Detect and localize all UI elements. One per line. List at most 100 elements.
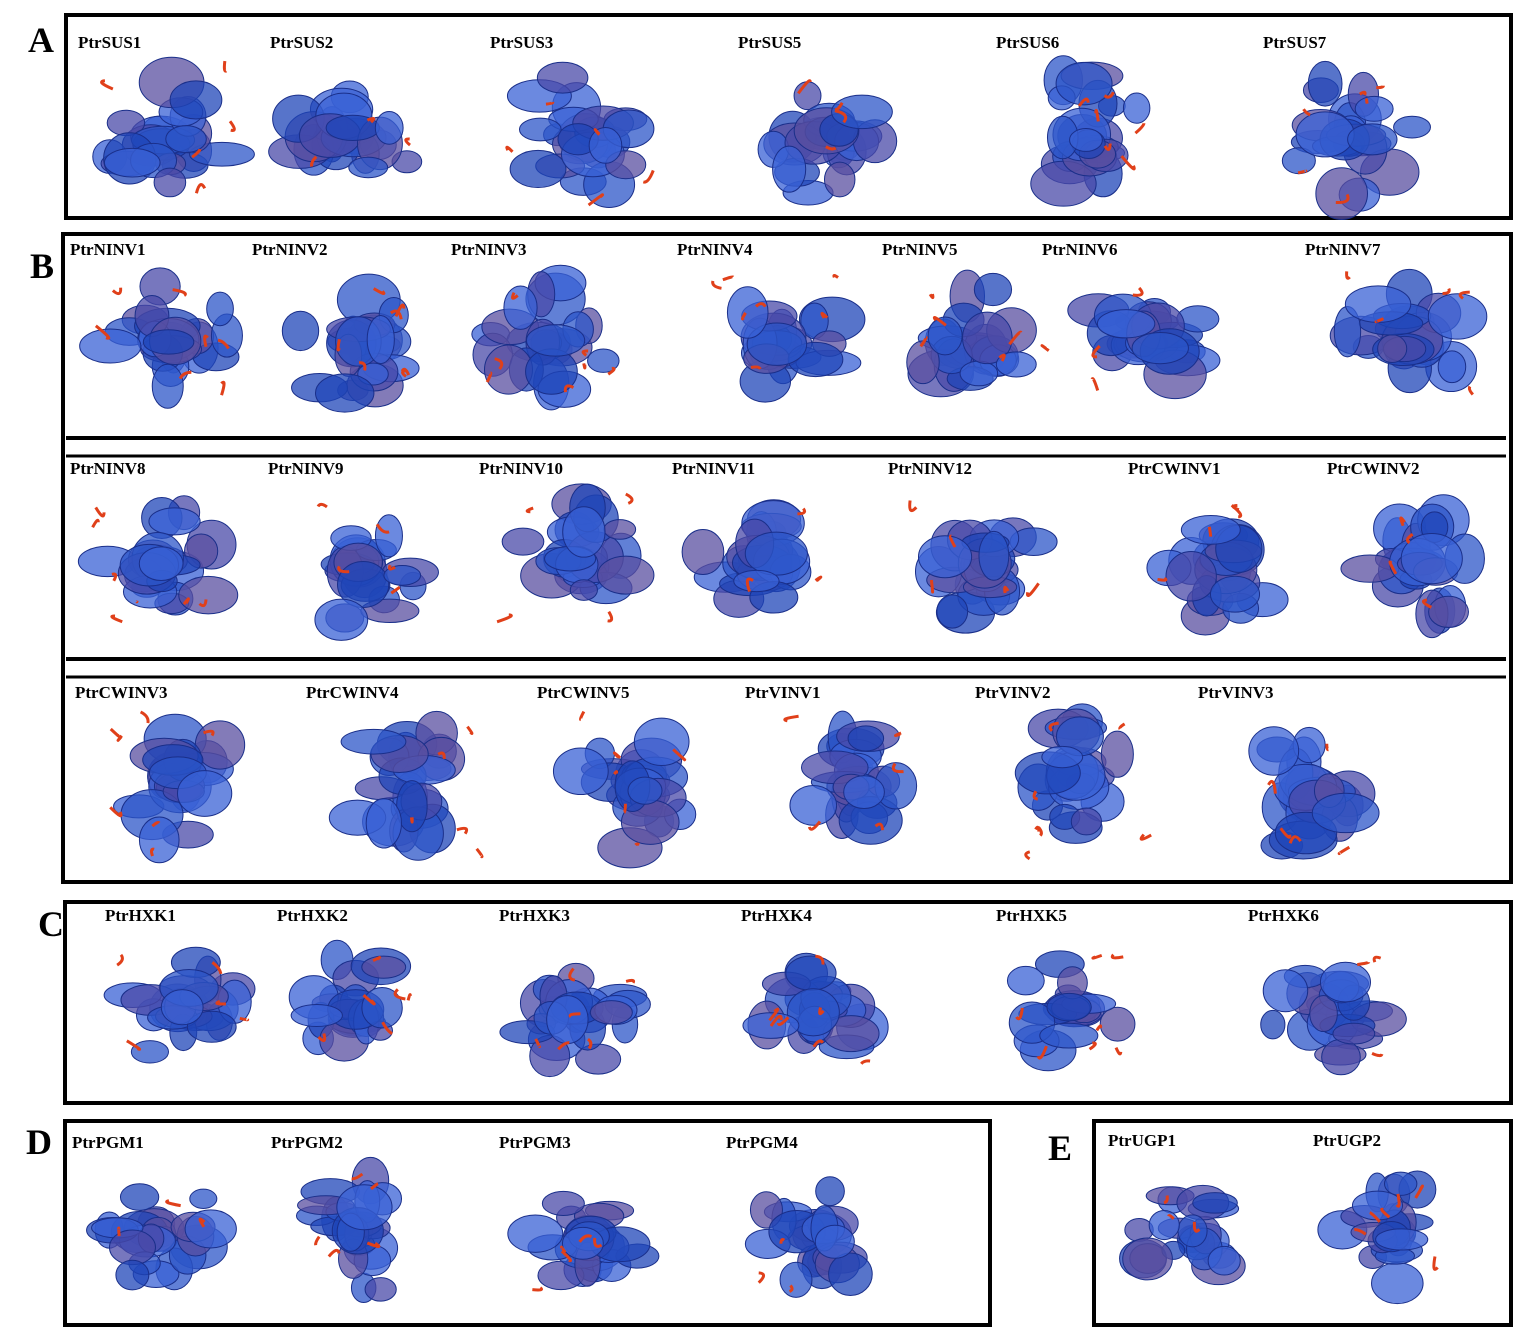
structure-part (733, 569, 780, 593)
structure-part (314, 373, 375, 413)
structure-label: PtrCWINV1 (1128, 459, 1221, 478)
structure-loop (1279, 827, 1292, 839)
structure-label: PtrNINV5 (882, 240, 958, 259)
structure-loop (387, 564, 396, 571)
structure-loop (722, 275, 735, 282)
structure-part (831, 94, 893, 130)
structure-part (1148, 1209, 1180, 1241)
structure-part (1165, 551, 1217, 602)
structure-loop (891, 762, 904, 774)
structure-label: PtrUGP2 (1313, 1131, 1381, 1150)
structure-loop (834, 109, 848, 124)
structure-loop (1077, 97, 1090, 107)
structure-part (1319, 961, 1371, 1003)
structure-loop (607, 366, 616, 376)
structure-part (1006, 965, 1045, 996)
structure-part (1070, 807, 1102, 836)
structure-part (785, 955, 837, 991)
structure-part (374, 111, 404, 145)
structure-part (142, 329, 195, 355)
structure-loop (1376, 85, 1385, 90)
structure-loop (928, 293, 935, 300)
structure-part (383, 565, 422, 586)
structure-part (153, 167, 187, 198)
structure-part (828, 1252, 873, 1297)
protein-structure (471, 264, 620, 411)
structure-loop (1008, 330, 1023, 346)
structure-loop (815, 954, 825, 965)
structure-loop (317, 1033, 327, 1043)
structure-loop (788, 1284, 794, 1293)
protein-structure (77, 495, 239, 624)
protein-structure (1030, 55, 1151, 207)
structure-part (1100, 730, 1134, 778)
protein-structure (86, 1183, 237, 1291)
structure-loop (832, 274, 839, 279)
structure-part (786, 988, 840, 1037)
structure-part (1437, 350, 1467, 384)
panel-frame (1092, 1119, 1513, 1327)
structure-label: PtrNINV6 (1042, 240, 1118, 259)
structure-part (160, 989, 204, 1026)
structure-loop (1032, 790, 1039, 801)
structure-part (169, 80, 223, 120)
structure-part (1375, 1228, 1429, 1251)
structure-label: PtrCWINV2 (1327, 459, 1420, 478)
structure-label: PtrNINV7 (1305, 240, 1381, 259)
structure-label: PtrSUS6 (996, 33, 1059, 52)
protein-structure (1146, 503, 1289, 636)
structure-label: PtrNINV8 (70, 459, 146, 478)
structure-loop (1134, 123, 1146, 135)
protein-structure (742, 952, 889, 1065)
structure-loop (406, 993, 412, 1001)
structure-part (541, 1190, 585, 1217)
structure-loop (948, 534, 957, 548)
structure-label: PtrHXK4 (741, 906, 812, 925)
structure-part (588, 127, 623, 164)
structure-loop (1353, 1228, 1367, 1236)
structure-loop (316, 502, 328, 509)
structure-part (561, 1226, 604, 1260)
structure-loop (1337, 845, 1351, 856)
structure-loop (456, 826, 469, 835)
structure-loop (370, 1182, 379, 1191)
structure-loop (139, 710, 150, 724)
structure-label: PtrNINV1 (70, 240, 146, 259)
structure-part (1207, 1245, 1241, 1276)
structure-loop (372, 955, 382, 963)
structure-loop (1034, 825, 1041, 832)
protein-structure (711, 274, 866, 403)
structure-part (1262, 969, 1309, 1013)
structure-part (772, 145, 807, 193)
structure-part (603, 519, 637, 540)
structure-loop (404, 137, 411, 147)
structure-loop (198, 599, 208, 608)
structure-part (1039, 1022, 1099, 1049)
structure-part (1295, 111, 1355, 158)
structure-part (340, 728, 407, 755)
structure-loop (825, 145, 837, 151)
protein-structure (744, 1176, 873, 1298)
structure-loop (437, 751, 446, 760)
structure-part (978, 530, 1010, 581)
structure-part (1209, 575, 1261, 613)
protein-structure (268, 80, 423, 179)
structure-loop (94, 506, 106, 518)
structure-loop (834, 101, 844, 111)
structure-loop (381, 1021, 393, 1036)
structure-loop (203, 729, 215, 737)
structure-loop (560, 1250, 572, 1263)
structure-loop (116, 953, 124, 967)
structure-part (1315, 167, 1369, 220)
structure-loop (613, 770, 619, 776)
structure-part (186, 1010, 237, 1043)
structure-loop (587, 193, 605, 207)
structure-label: PtrCWINV5 (537, 683, 630, 702)
structure-loop (581, 349, 589, 357)
structure-loop (607, 610, 614, 623)
structure-loop (1132, 286, 1144, 297)
structure-loop (1297, 169, 1308, 175)
structure-part (1428, 595, 1469, 628)
protein-structure (79, 267, 243, 409)
